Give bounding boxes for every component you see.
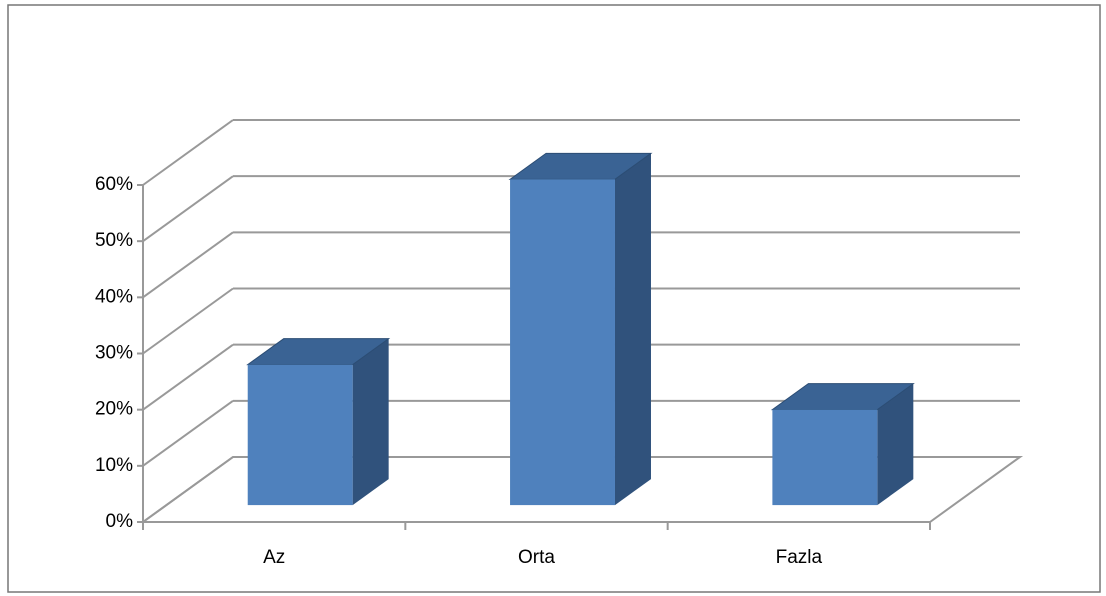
- y-tick-label: 40%: [95, 286, 133, 307]
- bar: [247, 364, 353, 506]
- y-tick-label: 50%: [95, 230, 133, 251]
- bar-side: [614, 153, 651, 506]
- wall-line: [142, 400, 234, 467]
- y-tick-label: 30%: [95, 343, 133, 364]
- bar-side: [877, 383, 914, 506]
- wall-line: [142, 119, 234, 186]
- x-tick-label: Az: [263, 547, 285, 568]
- wall-line: [142, 456, 234, 523]
- wall-line: [142, 175, 234, 242]
- bar-side: [352, 338, 389, 506]
- x-tick-label: Orta: [518, 547, 555, 568]
- y-tick-label: 20%: [95, 399, 133, 420]
- y-tick-label: 0%: [106, 511, 134, 532]
- bar: [510, 179, 615, 506]
- y-tick-label: 10%: [95, 455, 133, 476]
- wall-line: [142, 231, 234, 299]
- bar: [772, 409, 878, 506]
- x-tick-label: Fazla: [776, 547, 823, 568]
- wall-line: [142, 287, 234, 355]
- wall-line: [142, 343, 234, 411]
- y-tick-label: 60%: [95, 174, 133, 195]
